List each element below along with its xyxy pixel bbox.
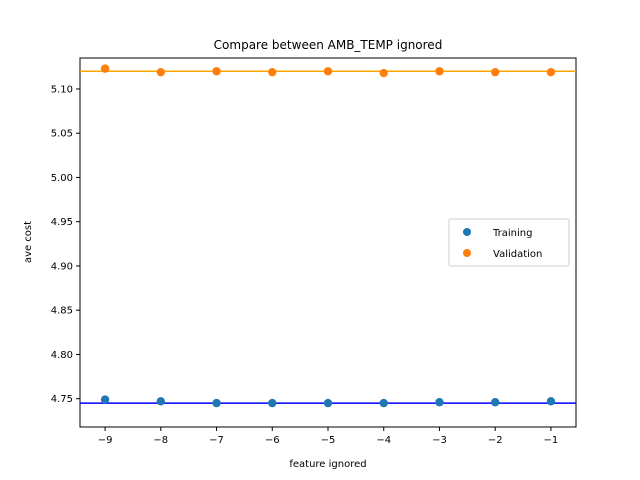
- data-point-training-4: [323, 398, 333, 408]
- data-point-training-5: [379, 398, 388, 408]
- y-tick-label: 4.80: [51, 350, 73, 361]
- data-point-validation-3: [268, 67, 277, 77]
- x-tick-label: −4: [376, 435, 391, 446]
- data-point-validation-0: [100, 64, 110, 73]
- y-tick-label: 4.95: [51, 217, 73, 228]
- data-point-validation-1: [156, 67, 166, 77]
- data-point-validation-6: [435, 67, 444, 76]
- data-point-validation-7: [490, 67, 500, 77]
- data-point-training-7: [490, 398, 500, 407]
- y-tick-label: 4.85: [51, 306, 73, 317]
- x-tick-label: −8: [153, 435, 168, 446]
- data-point-validation-2: [212, 67, 221, 76]
- y-axis-label: ave cost: [23, 221, 34, 263]
- y-tick-label: 5.00: [51, 173, 73, 184]
- legend: Training Validation: [448, 218, 570, 267]
- data-point-training-3: [268, 398, 277, 408]
- data-point-training-0: [100, 395, 110, 404]
- x-tick-label: −2: [488, 435, 503, 446]
- legend-marker-validation: [463, 249, 471, 257]
- x-axis-label: feature ignored: [289, 459, 366, 470]
- data-point-training-1: [156, 397, 166, 406]
- y-tick-label: 5.05: [51, 129, 73, 140]
- data-point-training-8: [546, 397, 556, 406]
- y-tick-label: 5.10: [51, 84, 73, 95]
- chart-title: Compare between AMB_TEMP ignored: [214, 38, 443, 52]
- x-tick-label: −1: [544, 435, 559, 446]
- y-tick-label: 4.90: [51, 261, 73, 272]
- x-tick-label: −3: [432, 435, 447, 446]
- data-point-validation-5: [379, 68, 388, 78]
- legend-marker-training: [463, 228, 471, 236]
- data-point-training-2: [212, 398, 221, 408]
- legend-label-training: Training: [492, 228, 532, 239]
- legend-label-validation: Validation: [493, 249, 542, 260]
- y-tick-label: 4.75: [51, 394, 73, 405]
- x-tick-label: −5: [321, 435, 336, 446]
- x-tick-label: −7: [209, 435, 224, 446]
- data-point-validation-8: [546, 67, 556, 77]
- x-tick-label: −6: [265, 435, 280, 446]
- legend-box: [448, 218, 570, 267]
- data-point-validation-4: [323, 67, 333, 76]
- data-point-training-6: [435, 398, 444, 407]
- x-tick-label: −9: [98, 435, 113, 446]
